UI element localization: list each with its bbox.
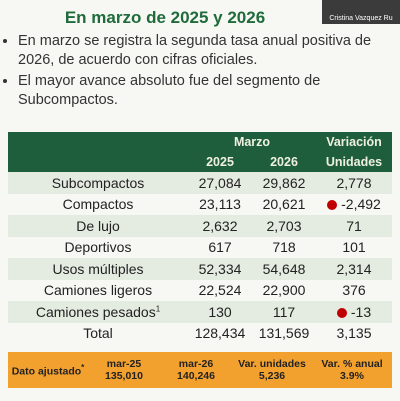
footer-label: Dato ajustado* [8, 363, 88, 378]
cell-2026: 54,648 [252, 258, 316, 280]
cell-variation: 101 [316, 237, 392, 259]
cell-2025: 128,434 [194, 325, 246, 342]
footer-label-text: Dato ajustado [11, 365, 82, 378]
footer-item-value: 3.9% [340, 370, 364, 382]
cell-2025: 52,334 [188, 258, 252, 280]
footer-item-value: 5,236 [258, 370, 286, 382]
footer-item-label: Var. % anual [321, 358, 383, 370]
footer-item: mar-25 135,010 [88, 358, 160, 382]
row-label-text: Subcompactos [51, 174, 145, 191]
variation-text: 3,135 [336, 325, 372, 342]
row-label-text: Deportivos [64, 239, 132, 256]
row-label-text: Usos múltiples [52, 260, 144, 277]
bullet: El mayor avance absoluto fue del segment… [18, 72, 388, 110]
bullets: En marzo se registra la segunda tasa anu… [0, 32, 388, 112]
table-row: Total 128,434 131,569 3,135 [8, 323, 392, 345]
variation-sub: Unidades [316, 152, 392, 172]
footer-item: Var. unidades 5,236 [232, 358, 312, 382]
cell-variation: 376 [316, 280, 392, 302]
row-label: Compactos [8, 194, 188, 216]
data-table: Marzo Variación 2025 2026 Unidades Subcompa… [8, 132, 392, 344]
cell-2025: 22,524 [198, 282, 242, 299]
cell-2026: 20,621 [262, 196, 306, 213]
variation-text: 2,314 [336, 260, 372, 277]
variation-text: 2,778 [336, 174, 372, 191]
cell-2025: 130 [188, 301, 252, 323]
video-thumbnail: Cristina Vazquez Ru [322, 0, 400, 24]
table-row: Camiones pesados1 130 117 -13 [8, 301, 392, 323]
cell-2026: 29,862 [252, 172, 316, 194]
cell-2025: 617 [208, 239, 232, 256]
table-row: Deportivos 617 718 101 [8, 237, 392, 259]
row-label: Usos múltiples [8, 258, 188, 280]
cell-2026: 22,900 [262, 282, 306, 299]
footer-item-value: 135,010 [105, 370, 143, 382]
header-cell [8, 132, 188, 152]
bullet: En marzo se registra la segunda tasa anu… [18, 32, 388, 70]
table-row: De lujo 2,632 2,703 71 [8, 215, 392, 237]
row-label-text: Compactos [62, 196, 134, 213]
row-label-text: Total [83, 325, 113, 342]
footer-item: mar-26 140,246 [160, 358, 232, 382]
row-label: Subcompactos [8, 172, 188, 194]
table-body: Subcompactos 27,084 29,862 2,778 Compactos 23… [8, 172, 392, 344]
row-label-text: De lujo [76, 217, 120, 234]
table-row: Usos múltiples 52,334 54,648 2,314 [8, 258, 392, 280]
footer-item: Var. % anual 3.9% [312, 358, 392, 382]
cell-2025: 23,113 [199, 196, 241, 213]
header-cell [8, 152, 188, 172]
cell-2026: 131,569 [258, 325, 310, 342]
variation-text: -13 [350, 303, 372, 320]
variation-text: 71 [346, 217, 362, 234]
row-label: Total [8, 323, 188, 345]
cell-variation: -2,492 [316, 194, 392, 216]
row-label-text: Camiones pesados [35, 303, 156, 320]
group-header: Marzo [188, 132, 316, 152]
footer-item-label: Var. unidades [238, 358, 306, 370]
row-label: Camiones ligeros [8, 280, 188, 302]
video-caption: Cristina Vazquez Ru [329, 15, 393, 22]
cell-2026: 2,703 [252, 215, 316, 237]
table-row: Subcompactos 27,084 29,862 2,778 [8, 172, 392, 194]
row-label: De lujo [8, 215, 188, 237]
cell-2026: 117 [252, 301, 316, 323]
negative-dot [336, 307, 347, 318]
footer-item-label: mar-25 [106, 358, 142, 370]
title: En marzo de 2025 y 2026 [64, 8, 266, 27]
footer-bar: Dato ajustado* mar-25 135,010 mar-26 140,24… [8, 352, 392, 388]
row-label: Camiones pesados1 [8, 301, 188, 323]
cell-2025: 2,632 [188, 215, 252, 237]
row-label-text: Camiones ligeros [43, 282, 153, 299]
table-row: Compactos 23,113 20,621 -2,492 [8, 194, 392, 216]
footnote-mark: 1 [155, 304, 161, 314]
cell-variation: -13 [316, 301, 392, 323]
cell-2025: 27,084 [188, 172, 252, 194]
column-header: 2026 [252, 152, 316, 172]
column-header: 2025 [188, 152, 252, 172]
cell-variation: 2,314 [316, 258, 392, 280]
footer-item-value: 140,246 [177, 370, 215, 382]
variation-text: 101 [342, 239, 366, 256]
footer-mark: * [81, 362, 85, 372]
variation-text: -2,492 [341, 196, 381, 213]
negative-dot [327, 200, 338, 211]
cell-variation: 2,778 [316, 172, 392, 194]
cell-2026: 718 [272, 239, 296, 256]
variation-header: Variación [316, 132, 392, 152]
table-row: Camiones ligeros 22,524 22,900 376 [8, 280, 392, 302]
footer-item-label: mar-26 [178, 358, 214, 370]
cell-variation: 71 [316, 215, 392, 237]
row-label: Deportivos [8, 237, 188, 259]
cell-variation: 3,135 [316, 323, 392, 345]
variation-text: 376 [342, 282, 366, 299]
